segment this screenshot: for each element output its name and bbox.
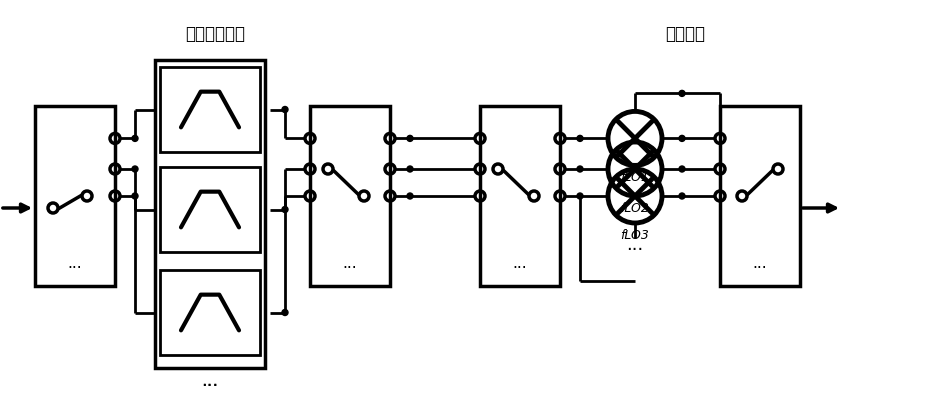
Text: ···: ··· — [343, 260, 357, 275]
Circle shape — [282, 206, 288, 213]
Bar — [35, 106, 115, 286]
Bar — [160, 167, 260, 252]
Text: ···: ··· — [68, 260, 82, 275]
Circle shape — [577, 135, 583, 141]
Circle shape — [679, 90, 685, 97]
Text: fLO2: fLO2 — [621, 202, 649, 215]
Bar — [480, 106, 560, 286]
Circle shape — [679, 135, 685, 141]
Text: ···: ··· — [202, 377, 219, 395]
Text: ···: ··· — [626, 241, 644, 259]
Text: fLO3: fLO3 — [621, 229, 649, 242]
Text: ···: ··· — [202, 377, 219, 395]
Circle shape — [407, 135, 413, 141]
Circle shape — [577, 166, 583, 172]
Bar — [310, 106, 390, 286]
Text: 分段射频滤波: 分段射频滤波 — [185, 25, 245, 43]
Circle shape — [679, 166, 685, 172]
Circle shape — [282, 106, 288, 112]
Circle shape — [282, 310, 288, 315]
Bar — [720, 106, 800, 286]
Circle shape — [132, 135, 138, 141]
Circle shape — [577, 193, 583, 199]
Bar — [155, 60, 265, 368]
Bar — [160, 270, 260, 355]
Circle shape — [679, 193, 685, 199]
Circle shape — [132, 166, 138, 172]
Text: ···: ··· — [513, 260, 527, 275]
Circle shape — [407, 193, 413, 199]
Circle shape — [132, 193, 138, 199]
Circle shape — [407, 166, 413, 172]
Text: fLO1: fLO1 — [621, 171, 649, 184]
Text: 分段混频: 分段混频 — [665, 25, 705, 43]
Bar — [160, 67, 260, 152]
Text: ···: ··· — [753, 260, 767, 275]
